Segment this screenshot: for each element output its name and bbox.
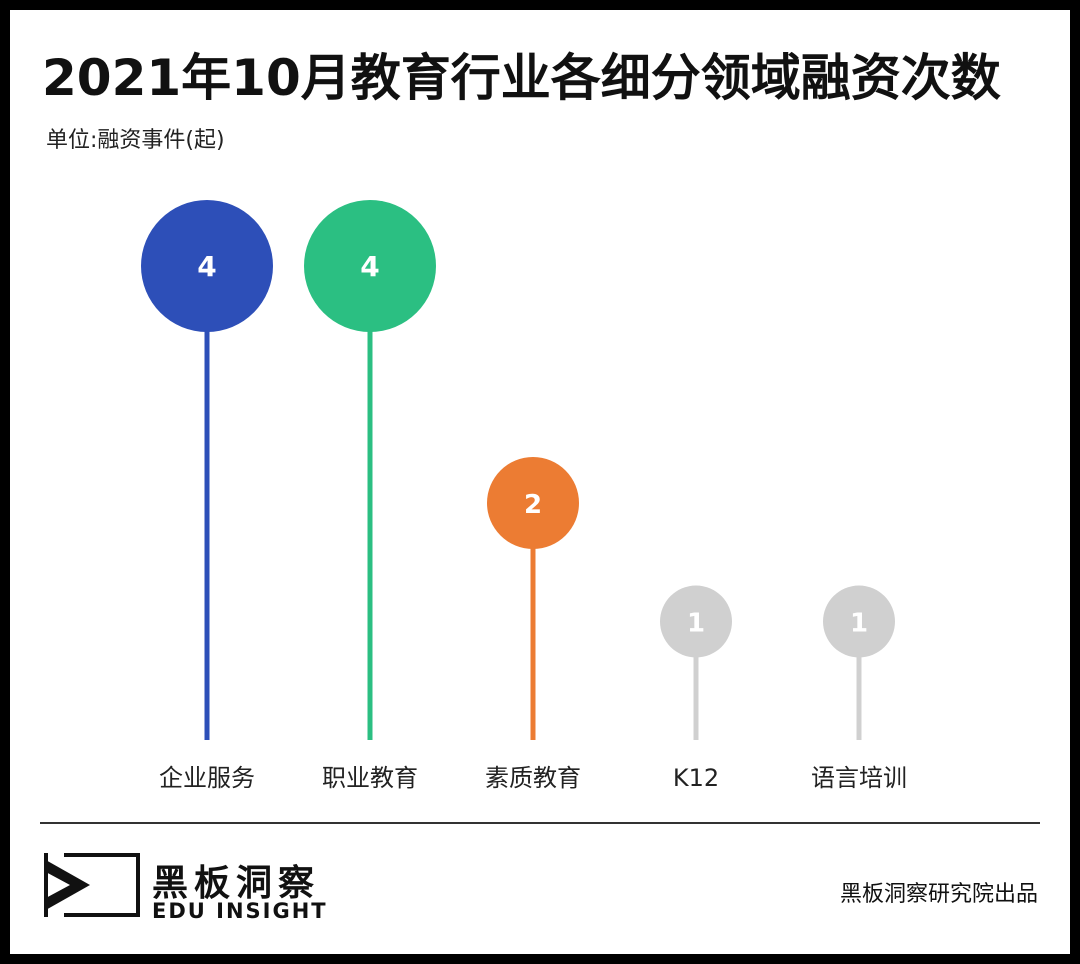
category-label-0: 企业服务 <box>159 764 255 792</box>
category-label-2: 素质教育 <box>485 764 581 792</box>
footer-divider <box>40 822 1040 824</box>
category-label-1: 职业教育 <box>322 764 418 792</box>
lollipop-head-0 <box>141 200 273 332</box>
lollipop-head-2 <box>487 457 579 549</box>
category-label-3: K12 <box>673 764 719 792</box>
value-label-1: 4 <box>360 250 379 283</box>
value-label-4: 1 <box>850 609 868 639</box>
chart-title: 2021年10月教育行业各细分领域融资次数 <box>42 49 1001 107</box>
brand-name-en: EDU INSIGHT <box>152 899 328 923</box>
credit-text: 黑板洞察研究院出品 <box>839 882 1038 907</box>
category-label-4: 语言培训 <box>811 764 907 792</box>
unit-label: 单位:融资事件(起) <box>46 128 225 153</box>
chart-card: 2021年10月教育行业各细分领域融资次数 单位:融资事件(起) 4 企业服务 4 职… <box>10 10 1070 954</box>
value-label-3: 1 <box>687 609 705 639</box>
brand-name-cn: 黑板洞察 <box>152 863 321 904</box>
lollipop-chart: 4 企业服务 4 职业教育 2 素质教育 1 K12 1 语言培训 <box>141 200 907 792</box>
edu-insight-logo-icon <box>44 853 140 917</box>
value-label-0: 4 <box>197 250 216 283</box>
lollipop-head-4 <box>823 585 895 658</box>
lollipop-head-1 <box>304 200 436 332</box>
lollipop-head-3 <box>660 585 732 658</box>
value-label-2: 2 <box>524 490 542 520</box>
